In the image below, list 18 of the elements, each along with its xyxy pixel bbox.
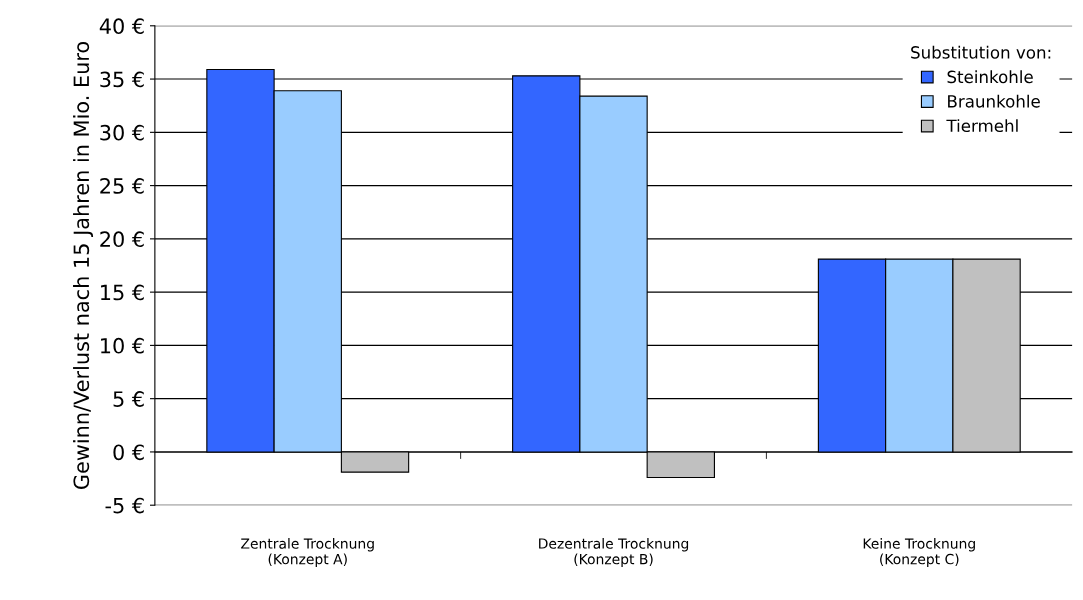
x-tick-label: Keine Trocknung (Konzept C) [863, 538, 975, 568]
y-tick-label: 5 € [113, 391, 144, 407]
y-tick-label: 15 € [101, 284, 144, 301]
x-tick-label: Zentrale Trocknung (Konzept A) [241, 538, 374, 568]
x-tick-label: Dezentrale Trocknung (Konzept B) [539, 538, 689, 568]
legend-label: Tiermehl [946, 119, 1018, 133]
y-tick-label: 10 € [101, 337, 144, 354]
y-tick-label: 30 € [100, 124, 144, 141]
y-tick-label: 25 € [100, 178, 144, 194]
y-tick-label: -5 € [105, 497, 144, 514]
y-tick-label: 40 € [99, 18, 144, 35]
y-tick-label: 20 € [100, 231, 144, 248]
legend-label: Braunkohle [948, 94, 1040, 108]
y-tick-label: 0 € [113, 444, 144, 461]
legend-label: Steinkohle [947, 70, 1033, 84]
y-axis-title: Gewinn/Verlust nach 15 Jahren in Mio. Euro [73, 41, 94, 489]
y-tick-label: 35 € [100, 71, 144, 88]
legend-title: Substitution von: [911, 45, 1051, 59]
